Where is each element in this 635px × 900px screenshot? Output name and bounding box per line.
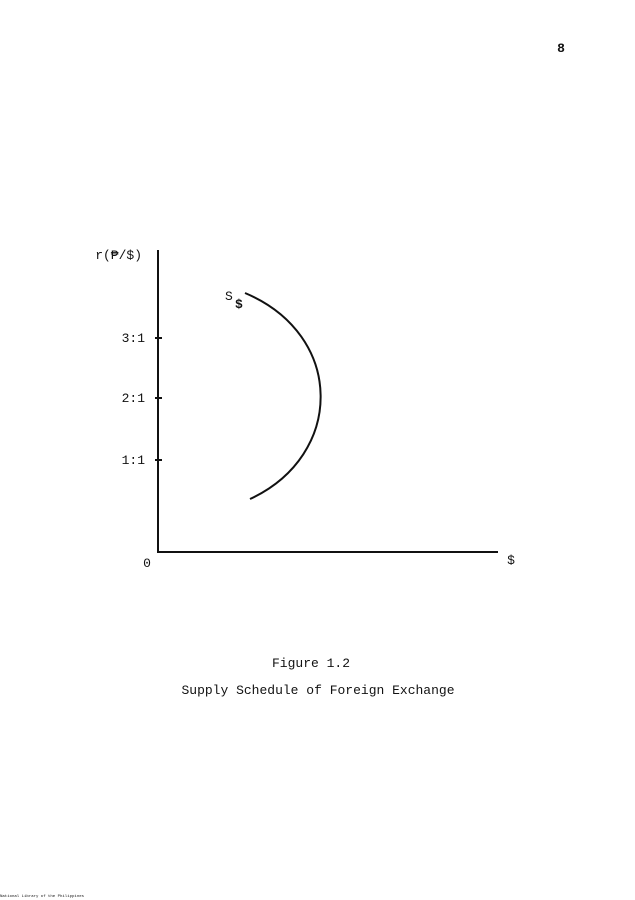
page-number: 8 — [557, 41, 565, 56]
supply-curve — [244, 292, 322, 500]
y-axis-label: r(₱/$) — [95, 248, 142, 263]
origin-label: 0 — [143, 556, 151, 571]
curve-label-subscript: $ — [235, 297, 243, 312]
y-tick-label: 2:1 — [122, 391, 146, 406]
x-axis-label: $ — [507, 553, 515, 568]
footer: National Library of the Philippines — [0, 894, 85, 899]
caption-title: Supply Schedule of Foreign Exchange — [181, 683, 454, 698]
y-tick-label: 3:1 — [122, 331, 146, 346]
caption-number: Figure 1.2 — [272, 656, 350, 671]
curve-label: S — [225, 289, 233, 304]
y-tick-label: 1:1 — [122, 453, 146, 468]
